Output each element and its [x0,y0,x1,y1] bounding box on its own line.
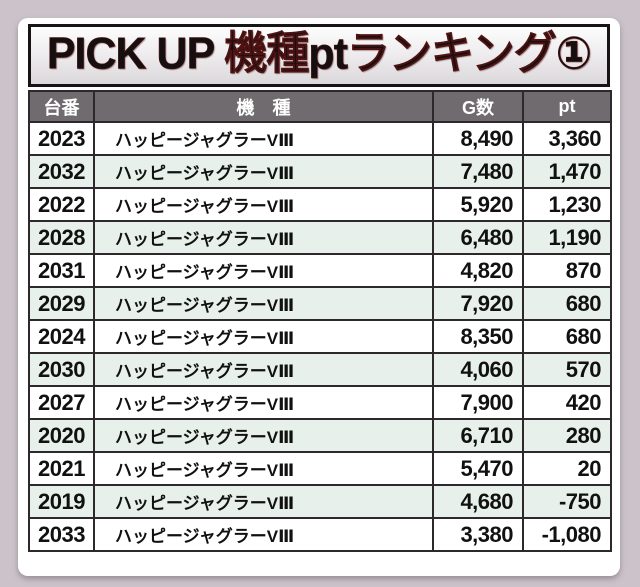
ranking-card: PICK UP 機種ptランキング① 台番 機 種 G数 pt 2023 ハッピー… [18,18,620,576]
machine-name-cell: ハッピージャグラーVⅢ [93,517,434,552]
pt-cell: -1,080 [522,517,612,552]
header-machine-name: 機 種 [93,90,434,123]
table-row: 2021 ハッピージャグラーVⅢ 5,470 20 [28,451,612,486]
table-row: 2020 ハッピージャグラーVⅢ 6,710 280 [28,418,612,453]
machine-number-cell: 2033 [28,517,95,552]
table-row: 2022 ハッピージャグラーVⅢ 5,920 1,230 [28,187,612,222]
table-row: 2033 ハッピージャグラーVⅢ 3,380 -1,080 [28,517,612,552]
ranking-table: 台番 機 種 G数 pt 2023 ハッピージャグラーVⅢ 8,490 3,360 20… [28,90,612,552]
table-header-row: 台番 機 種 G数 pt [28,90,612,123]
machine-name-cell: ハッピージャグラーVⅢ [93,451,434,486]
machine-number-cell: 2019 [28,484,95,519]
table-row: 2024 ハッピージャグラーVⅢ 8,350 680 [28,319,612,354]
pt-cell: 570 [522,352,612,387]
machine-name-cell: ハッピージャグラーVⅢ [93,286,434,321]
machine-number-cell: 2024 [28,319,95,354]
header-machine-number: 台番 [28,90,95,123]
machine-number-cell: 2030 [28,352,95,387]
machine-number-cell: 2029 [28,286,95,321]
machine-name-cell: ハッピージャグラーVⅢ [93,418,434,453]
machine-name-cell: ハッピージャグラーVⅢ [93,319,434,354]
title-bar: PICK UP 機種ptランキング① [28,24,610,87]
table-row: 2031 ハッピージャグラーVⅢ 4,820 870 [28,253,612,288]
machine-number-cell: 2021 [28,451,95,486]
game-count-cell: 8,490 [432,121,524,156]
pt-cell: 680 [522,319,612,354]
game-count-cell: 6,710 [432,418,524,453]
pt-cell: 1,230 [522,187,612,222]
game-count-cell: 7,900 [432,385,524,420]
game-count-cell: 5,920 [432,187,524,222]
table-row: 2029 ハッピージャグラーVⅢ 7,920 680 [28,286,612,321]
page-title: PICK UP 機種ptランキング① [46,28,593,79]
game-count-cell: 7,920 [432,286,524,321]
machine-name-cell: ハッピージャグラーVⅢ [93,154,434,189]
game-count-cell: 4,820 [432,253,524,288]
machine-name-cell: ハッピージャグラーVⅢ [93,484,434,519]
machine-name-cell: ハッピージャグラーVⅢ [93,253,434,288]
pt-cell: 1,470 [522,154,612,189]
machine-number-cell: 2020 [28,418,95,453]
machine-number-cell: 2027 [28,385,95,420]
machine-name-cell: ハッピージャグラーVⅢ [93,352,434,387]
machine-number-cell: 2032 [28,154,95,189]
table-row: 2032 ハッピージャグラーVⅢ 7,480 1,470 [28,154,612,189]
game-count-cell: 5,470 [432,451,524,486]
pt-cell: -750 [522,484,612,519]
pt-cell: 870 [522,253,612,288]
table-row: 2027 ハッピージャグラーVⅢ 7,900 420 [28,385,612,420]
pt-cell: 3,360 [522,121,612,156]
game-count-cell: 4,680 [432,484,524,519]
machine-name-cell: ハッピージャグラーVⅢ [93,220,434,255]
table-row: 2028 ハッピージャグラーVⅢ 6,480 1,190 [28,220,612,255]
machine-name-cell: ハッピージャグラーVⅢ [93,121,434,156]
game-count-cell: 6,480 [432,220,524,255]
machine-number-cell: 2022 [28,187,95,222]
header-pt: pt [522,90,612,123]
pt-cell: 280 [522,418,612,453]
header-game-count: G数 [432,90,524,123]
game-count-cell: 7,480 [432,154,524,189]
pt-cell: 1,190 [522,220,612,255]
pt-cell: 680 [522,286,612,321]
game-count-cell: 8,350 [432,319,524,354]
table-row: 2019 ハッピージャグラーVⅢ 4,680 -750 [28,484,612,519]
game-count-cell: 4,060 [432,352,524,387]
table-row: 2030 ハッピージャグラーVⅢ 4,060 570 [28,352,612,387]
machine-number-cell: 2023 [28,121,95,156]
pt-cell: 420 [522,385,612,420]
machine-number-cell: 2031 [28,253,95,288]
game-count-cell: 3,380 [432,517,524,552]
table-row: 2023 ハッピージャグラーVⅢ 8,490 3,360 [28,121,612,156]
machine-name-cell: ハッピージャグラーVⅢ [93,187,434,222]
ranking-table-body: 2023 ハッピージャグラーVⅢ 8,490 3,360 2032 ハッピージャグラーVⅢ… [28,121,612,552]
machine-name-cell: ハッピージャグラーVⅢ [93,385,434,420]
table-header: 台番 機 種 G数 pt [28,90,612,123]
pt-cell: 20 [522,451,612,486]
machine-number-cell: 2028 [28,220,95,255]
